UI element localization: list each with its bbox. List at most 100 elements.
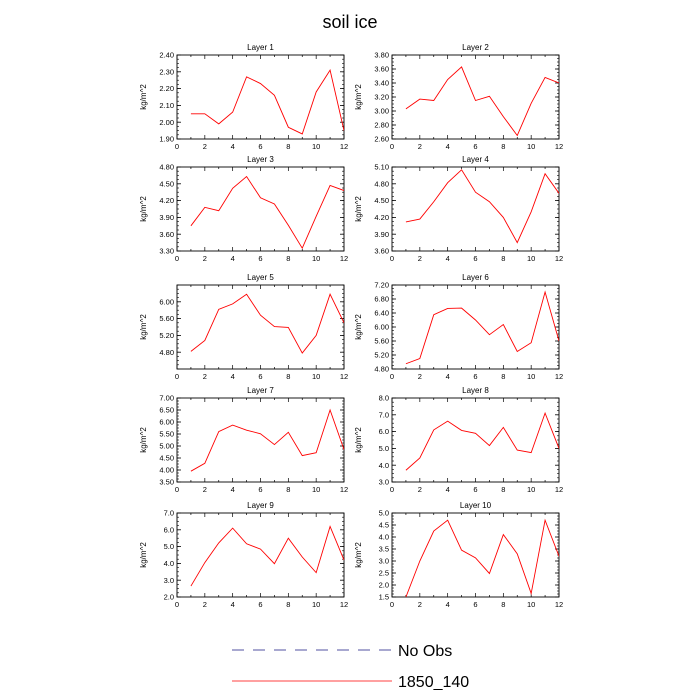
y-axis-label: kg/m^2 <box>139 542 148 568</box>
x-tick-label: 0 <box>390 372 394 381</box>
x-tick-label: 10 <box>312 600 320 609</box>
x-tick-label: 2 <box>418 142 422 151</box>
panel-title: Layer 7 <box>247 386 274 395</box>
x-tick-label: 8 <box>501 600 505 609</box>
panel-title: Layer 6 <box>462 273 489 282</box>
y-tick-label: 3.90 <box>374 230 389 239</box>
x-tick-label: 0 <box>175 372 179 381</box>
x-tick-label: 2 <box>418 600 422 609</box>
x-tick-label: 2 <box>203 142 207 151</box>
y-tick-label: 3.00 <box>374 107 389 116</box>
panel-title: Layer 5 <box>247 273 274 282</box>
y-tick-label: 5.60 <box>374 337 389 346</box>
x-tick-label: 6 <box>258 254 262 263</box>
x-tick-label: 6 <box>473 254 477 263</box>
panel-title: Layer 1 <box>247 43 274 52</box>
y-tick-label: 6.00 <box>159 297 174 306</box>
y-tick-label: 2.00 <box>159 118 174 127</box>
y-tick-label: 6.0 <box>379 427 389 436</box>
y-tick-label: 3.0 <box>164 576 174 585</box>
y-tick-label: 3.60 <box>159 230 174 239</box>
panel-title: Layer 9 <box>247 501 274 510</box>
y-tick-label: 7.00 <box>159 394 174 403</box>
x-tick-label: 8 <box>286 600 290 609</box>
series-line-1850-140 <box>190 68 344 135</box>
x-tick-label: 12 <box>340 600 348 609</box>
x-tick-label: 10 <box>312 485 320 494</box>
x-tick-label: 0 <box>175 254 179 263</box>
y-axis-label: kg/m^2 <box>354 196 363 222</box>
y-tick-label: 4.50 <box>159 179 174 188</box>
panel-9: Layer 9 0 2 4 6 8 10 12 2.0 3.0 4.0 5.0 6.0 7.0 kg/m^2 <box>139 501 348 609</box>
series-line-1850-140 <box>405 290 559 365</box>
panel-7: Layer 7 0 2 4 6 8 10 12 3.50 4.00 4.50 5.00 5.50 6.00… <box>139 386 348 494</box>
x-tick-label: 4 <box>231 372 235 381</box>
x-tick-label: 6 <box>258 142 262 151</box>
panel-title: Layer 3 <box>247 155 274 164</box>
x-tick-label: 12 <box>555 600 563 609</box>
y-tick-label: 2.0 <box>164 593 174 602</box>
x-tick-label: 12 <box>340 485 348 494</box>
panel-8: Layer 8 0 2 4 6 8 10 12 3.0 4.0 5.0 6.0 7.0 8.0 kg/m^2 <box>354 386 563 494</box>
y-tick-label: 3.20 <box>374 93 389 102</box>
x-tick-label: 6 <box>473 372 477 381</box>
x-tick-label: 8 <box>286 485 290 494</box>
y-tick-label: 6.80 <box>374 295 389 304</box>
y-tick-label: 5.00 <box>159 442 174 451</box>
panel-4: Layer 4 0 2 4 6 8 10 12 3.60 3.90 4.20 4.50 4.80 5.10… <box>354 155 563 263</box>
x-tick-label: 10 <box>312 254 320 263</box>
y-tick-label: 5.0 <box>164 542 174 551</box>
x-tick-label: 10 <box>527 600 535 609</box>
y-tick-label: 2.60 <box>374 135 389 144</box>
series-line-1850-140 <box>190 175 344 250</box>
plot-frame <box>391 397 560 483</box>
x-tick-label: 10 <box>312 142 320 151</box>
y-tick-label: 1.90 <box>159 135 174 144</box>
x-tick-label: 2 <box>203 372 207 381</box>
y-tick-label: 5.50 <box>159 430 174 439</box>
y-tick-label: 3.0 <box>379 478 389 487</box>
x-tick-label: 4 <box>231 485 235 494</box>
plot-frame <box>176 54 345 140</box>
y-tick-label: 1.5 <box>379 593 389 602</box>
x-tick-label: 6 <box>473 600 477 609</box>
panel-title: Layer 4 <box>462 155 489 164</box>
x-tick-label: 0 <box>175 142 179 151</box>
panels: Layer 10 2 4 6 8 10 121.902.002.102.202.302.40… <box>139 43 563 609</box>
y-tick-label: 7.0 <box>379 410 389 419</box>
x-tick-label: 8 <box>501 372 505 381</box>
x-tick-label: 2 <box>418 254 422 263</box>
plot-frame <box>176 512 345 598</box>
x-tick-label: 4 <box>231 254 235 263</box>
x-tick-label: 10 <box>527 142 535 151</box>
x-tick-label: 4 <box>446 254 450 263</box>
y-tick-label: 4.0 <box>379 461 389 470</box>
x-tick-label: 2 <box>203 485 207 494</box>
y-tick-label: 2.80 <box>374 121 389 130</box>
x-tick-label: 0 <box>390 600 394 609</box>
x-tick-label: 4 <box>446 372 450 381</box>
y-tick-label: 4.80 <box>374 179 389 188</box>
x-tick-label: 12 <box>340 254 348 263</box>
y-tick-label: 3.30 <box>159 247 174 256</box>
y-axis-label: kg/m^2 <box>354 84 363 110</box>
plot-frame <box>391 512 560 598</box>
x-tick-label: 0 <box>390 254 394 263</box>
y-tick-label: 2.10 <box>159 101 174 110</box>
x-tick-label: 6 <box>473 142 477 151</box>
series-line-1850-140 <box>405 411 559 471</box>
y-tick-label: 4.0 <box>164 559 174 568</box>
y-axis-label: kg/m^2 <box>354 427 363 453</box>
x-tick-label: 8 <box>501 142 505 151</box>
x-tick-label: 4 <box>446 485 450 494</box>
y-tick-label: 5.20 <box>159 331 174 340</box>
x-tick-label: 0 <box>390 485 394 494</box>
x-tick-label: 8 <box>286 372 290 381</box>
y-tick-label: 3.60 <box>374 65 389 74</box>
series-line-1850-140 <box>190 293 344 354</box>
y-tick-label: 4.50 <box>374 196 389 205</box>
series-line-1850-140 <box>190 408 344 472</box>
y-tick-label: 4.50 <box>159 454 174 463</box>
plot-frame <box>176 166 345 252</box>
y-tick-label: 4.80 <box>374 365 389 374</box>
